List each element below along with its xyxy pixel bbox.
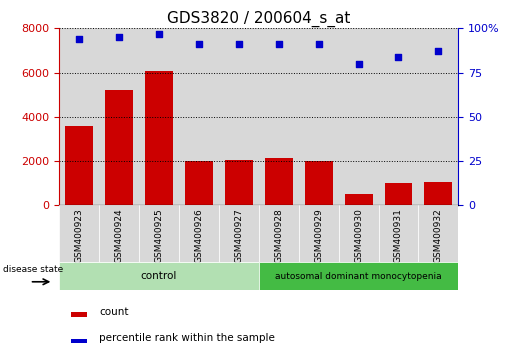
Text: disease state: disease state [3, 264, 63, 274]
Point [235, 41, 243, 47]
Bar [59, 205, 99, 262]
Bar [339, 28, 379, 205]
Bar [185, 161, 213, 205]
Bar [179, 205, 219, 262]
Text: autosomal dominant monocytopenia: autosomal dominant monocytopenia [275, 272, 442, 281]
Bar [59, 262, 259, 290]
Bar [105, 90, 133, 205]
Bar [59, 28, 99, 205]
Bar [418, 28, 458, 205]
Bar [259, 205, 299, 262]
Bar [259, 262, 458, 290]
Text: GSM400928: GSM400928 [274, 208, 283, 263]
Bar [99, 205, 139, 262]
Bar [259, 28, 299, 205]
Bar [265, 158, 293, 205]
Bar [379, 205, 418, 262]
Bar [424, 182, 452, 205]
Point [195, 41, 203, 47]
Bar [219, 28, 259, 205]
Bar [71, 312, 87, 317]
Text: count: count [99, 307, 129, 317]
Title: GDS3820 / 200604_s_at: GDS3820 / 200604_s_at [167, 11, 351, 27]
Text: GSM400931: GSM400931 [394, 208, 403, 263]
Bar [345, 194, 372, 205]
Bar [385, 183, 413, 205]
Bar [71, 339, 87, 343]
Text: GSM400926: GSM400926 [195, 208, 203, 263]
Bar [179, 28, 219, 205]
Point [274, 41, 283, 47]
Bar [299, 205, 339, 262]
Bar [219, 205, 259, 262]
Point [434, 48, 442, 54]
Bar [65, 126, 93, 205]
Text: GSM400932: GSM400932 [434, 208, 443, 263]
Text: GSM400930: GSM400930 [354, 208, 363, 263]
Text: percentile rank within the sample: percentile rank within the sample [99, 333, 275, 343]
Point [115, 34, 123, 40]
Bar [339, 205, 379, 262]
Point [394, 54, 403, 59]
Text: GSM400925: GSM400925 [154, 208, 163, 263]
Text: GSM400929: GSM400929 [314, 208, 323, 263]
Point [155, 31, 163, 36]
Bar [305, 161, 333, 205]
Bar [299, 28, 339, 205]
Bar [99, 28, 139, 205]
Bar [225, 160, 253, 205]
Point [315, 41, 323, 47]
Text: GSM400923: GSM400923 [75, 208, 83, 263]
Bar [379, 28, 418, 205]
Bar [145, 72, 173, 205]
Bar [139, 28, 179, 205]
Point [75, 36, 83, 42]
Bar [418, 205, 458, 262]
Text: control: control [141, 271, 177, 281]
Point [354, 61, 363, 67]
Text: GSM400924: GSM400924 [115, 208, 124, 263]
Bar [139, 205, 179, 262]
Text: GSM400927: GSM400927 [234, 208, 243, 263]
